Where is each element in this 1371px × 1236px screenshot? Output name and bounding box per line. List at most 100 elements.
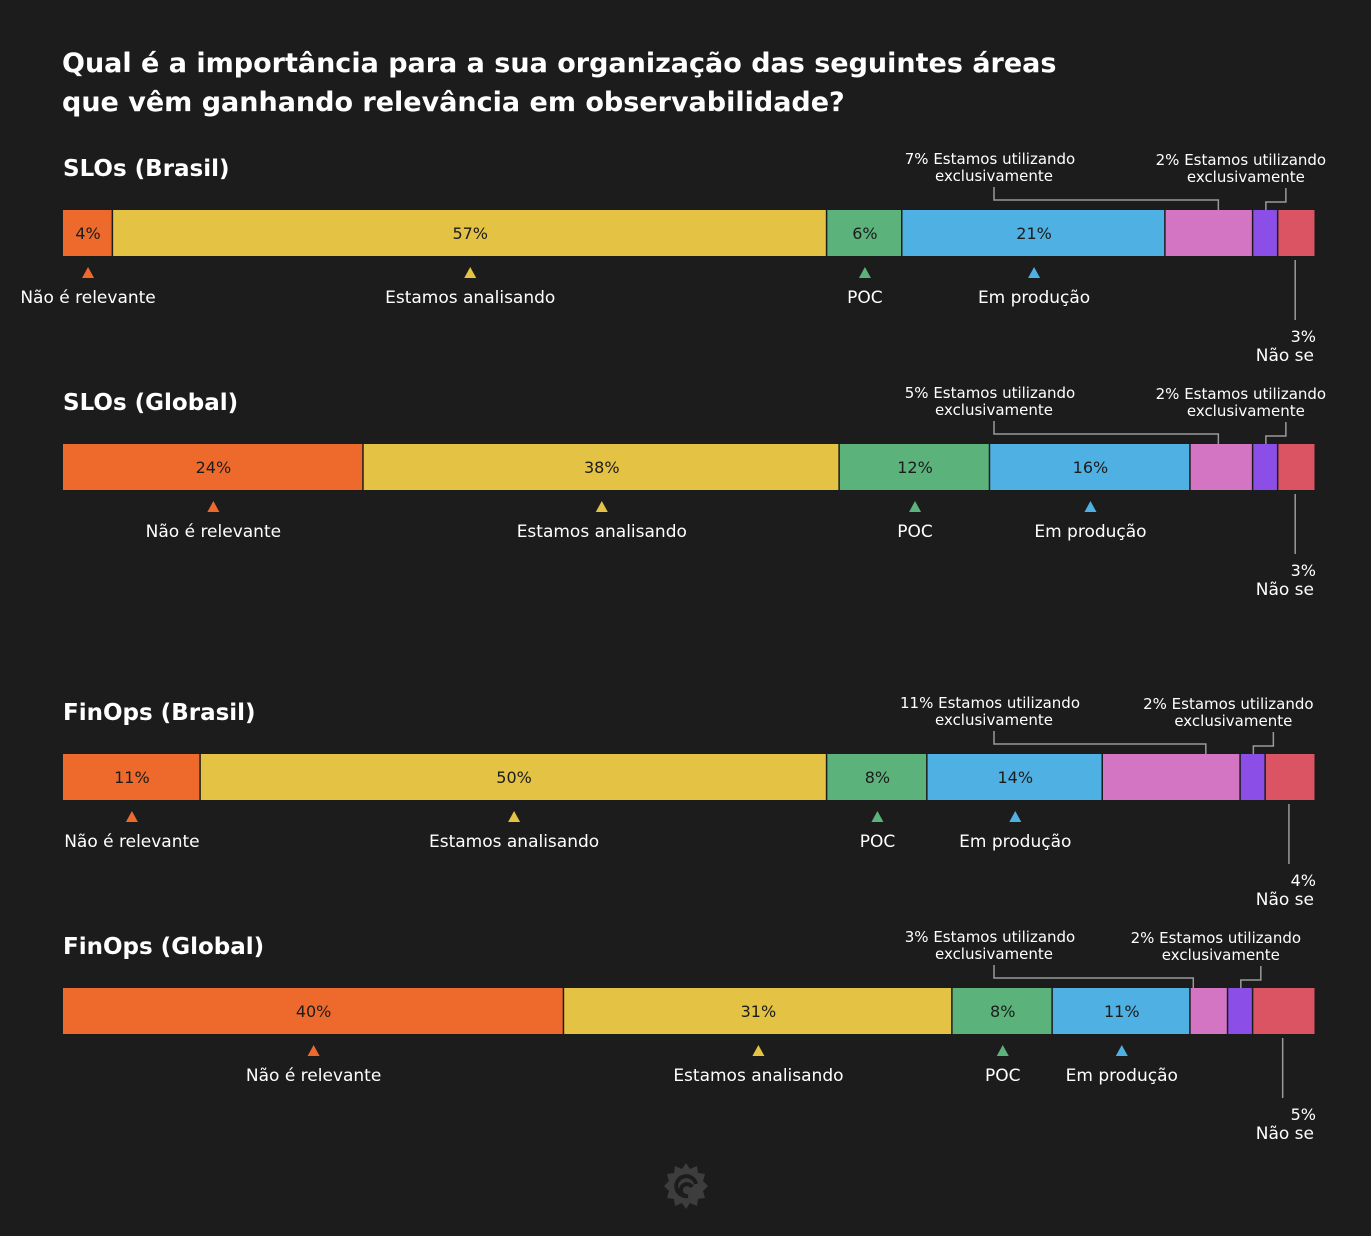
callout-leader-line (993, 965, 1195, 988)
segment-value-label: 11% (114, 768, 150, 787)
bar-segment (952, 988, 1052, 1034)
bar-segment (1190, 444, 1252, 490)
callout-label: exclusivamente (935, 401, 1053, 419)
chart-3: FinOps (Global) 40% Não é relevante 31% Esta… (63, 928, 1316, 1144)
bar-segment (1253, 444, 1277, 490)
callout-label: 2% Estamos utilizando (1131, 929, 1301, 947)
category-marker (909, 501, 922, 512)
category-marker (1028, 267, 1041, 278)
bar-segment (1278, 444, 1315, 490)
segment-value-label: 31% (741, 1002, 777, 1021)
bar-segment (839, 444, 989, 490)
callout-leader-line (993, 731, 1207, 754)
category-marker (752, 1045, 765, 1056)
callout-leader-line (1240, 966, 1262, 988)
chart-title: SLOs (Global) (63, 390, 238, 416)
bar-segment (1278, 210, 1315, 256)
bar-segment (1253, 210, 1277, 256)
segment-value-label: 14% (997, 768, 1033, 787)
category-label: POC (897, 522, 933, 542)
callout-leader-line (1252, 732, 1275, 754)
category-marker (207, 501, 220, 512)
callout-label: 3% (1291, 561, 1316, 580)
segment-value-label: 11% (1104, 1002, 1140, 1021)
title-line-1: Qual é a importância para a sua organiza… (62, 48, 1057, 79)
bar-segment (1253, 988, 1315, 1034)
callout-leader-line (1265, 422, 1287, 444)
bar-segment (63, 988, 563, 1034)
category-label: Estamos analisando (517, 522, 687, 542)
category-label: POC (985, 1066, 1021, 1086)
callout-label: Não se (1256, 580, 1314, 600)
callout-label: exclusivamente (1174, 712, 1292, 730)
bar-segment (1165, 210, 1252, 256)
category-label: Em produção (959, 832, 1071, 852)
bar-segment (1228, 988, 1252, 1034)
category-marker (871, 811, 884, 822)
segment-value-label: 8% (865, 768, 890, 787)
callout-label: exclusivamente (1187, 402, 1305, 420)
category-label: POC (847, 288, 883, 308)
bar-segment (200, 754, 826, 800)
segment-value-label: 12% (897, 458, 933, 477)
category-marker (595, 501, 608, 512)
category-label: Não é relevante (246, 1066, 381, 1086)
callout-label: 11% Estamos utilizando (900, 694, 1080, 712)
callout-label: exclusivamente (1187, 168, 1305, 186)
title-line-2: que vêm ganhando relevância em observabi… (62, 87, 845, 118)
callout-label: exclusivamente (935, 945, 1053, 963)
callout-label: Não se (1256, 346, 1314, 366)
category-marker (1115, 1045, 1128, 1056)
category-marker (996, 1045, 1009, 1056)
bar-segment (902, 210, 1165, 256)
segment-value-label: 4% (75, 224, 100, 243)
bar-segment (927, 754, 1102, 800)
segment-value-label: 57% (452, 224, 488, 243)
bar-segment (113, 210, 826, 256)
chart-title: SLOs (Brasil) (63, 156, 230, 182)
category-label: Não é relevante (20, 288, 155, 308)
bar-segment (827, 754, 927, 800)
category-marker (1084, 501, 1097, 512)
bar-segment (1052, 988, 1190, 1034)
chart-1: SLOs (Global) 24% Não é relevante 38% Estamo… (63, 384, 1326, 600)
callout-leader-line (1265, 188, 1287, 210)
segment-value-label: 21% (1016, 224, 1052, 243)
category-label: POC (860, 832, 896, 852)
page-title: Qual é a importância para a sua organiza… (62, 44, 1057, 122)
chart-title: FinOps (Brasil) (63, 700, 256, 726)
callout-label: Não se (1256, 1124, 1314, 1144)
category-marker (125, 811, 138, 822)
callout-label: 5% (1291, 1105, 1316, 1124)
chart-title: FinOps (Global) (63, 934, 264, 960)
bar-segment (63, 210, 112, 256)
category-marker (1009, 811, 1022, 822)
category-label: Não é relevante (64, 832, 199, 852)
category-label: Em produção (1034, 522, 1146, 542)
callout-label: 2% Estamos utilizando (1156, 385, 1326, 403)
segment-value-label: 6% (852, 224, 877, 243)
bar-segment (63, 444, 363, 490)
grafana-logo-icon (664, 1163, 708, 1209)
callout-leader-line (993, 421, 1220, 444)
bar-segment (1240, 754, 1265, 800)
callout-leader-line (993, 187, 1220, 210)
category-marker (858, 267, 871, 278)
category-marker (464, 267, 477, 278)
bar-segment (363, 444, 839, 490)
callout-label: exclusivamente (935, 167, 1053, 185)
chart-0: SLOs (Brasil) 4% Não é relevante 57% Estamos… (20, 150, 1326, 366)
category-label: Em produção (1066, 1066, 1178, 1086)
category-label: Estamos analisando (429, 832, 599, 852)
segment-value-label: 50% (496, 768, 532, 787)
bar-segment (827, 210, 902, 256)
callout-label: 7% Estamos utilizando (905, 150, 1075, 168)
bar-segment (1265, 754, 1315, 800)
category-marker (508, 811, 521, 822)
callout-label: 4% (1291, 871, 1316, 890)
bar-segment (1102, 754, 1240, 800)
category-marker (82, 267, 95, 278)
segment-value-label: 24% (196, 458, 232, 477)
bar-segment (1190, 988, 1227, 1034)
